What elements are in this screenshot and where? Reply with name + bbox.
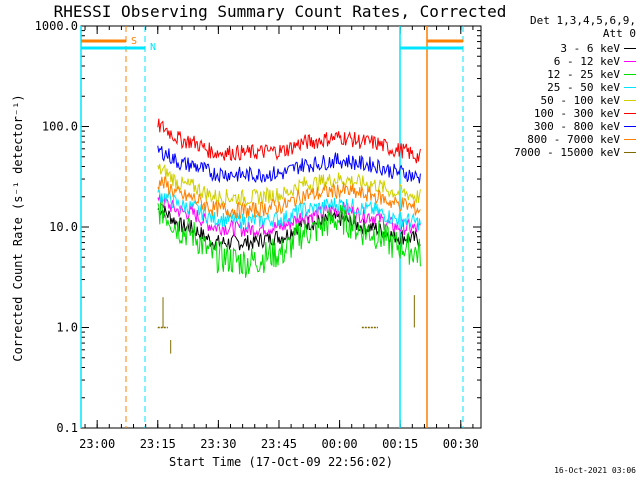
series-25-50-kev	[157, 187, 421, 231]
x-tick-label: 23:15	[140, 437, 176, 451]
legend: 3 - 6 keV 6 - 12 keV 12 - 25 keV 25 - 50…	[486, 42, 636, 159]
x-tick-label: 00:15	[382, 437, 418, 451]
legend-swatch	[624, 87, 636, 88]
y-tick-label: 1.0	[56, 321, 78, 335]
legend-header-line-2: Att 0	[602, 27, 636, 40]
legend-label: 800 - 7000 keV	[527, 133, 620, 146]
legend-label: 7000 - 15000 keV	[514, 146, 620, 159]
x-tick-label: 00:30	[443, 437, 479, 451]
series-layer	[157, 118, 421, 354]
legend-header: Det 1,3,4,5,6,9, Att 0	[500, 14, 636, 40]
legend-swatch	[624, 48, 636, 49]
legend-swatch	[624, 100, 636, 101]
y-axis: 1000.0 100.0 10.0 1.0 0.1	[35, 19, 481, 435]
x-tick-label: 23:45	[261, 437, 297, 451]
legend-label: 100 - 300 keV	[533, 107, 620, 120]
attenuator-markers	[80, 26, 464, 428]
legend-label: 25 - 50 keV	[547, 81, 620, 94]
data-line	[157, 118, 421, 164]
data-line	[157, 145, 421, 184]
legend-label: 6 - 12 keV	[553, 55, 620, 68]
series-12-25-kev	[157, 194, 421, 278]
chart-title: RHESSI Observing Summary Count Rates, Co…	[54, 2, 507, 21]
legend-entry: 50 - 100 keV	[486, 94, 636, 107]
x-axis: 23:00 23:15 23:30 23:45 00:00 00:15 00:30	[79, 26, 479, 451]
x-tick-label: 23:00	[79, 437, 115, 451]
legend-swatch	[624, 139, 636, 140]
legend-entry: 100 - 300 keV	[486, 107, 636, 120]
y-tick-label: 1000.0	[35, 19, 78, 33]
series-300-800-kev	[157, 145, 421, 184]
x-tick-label: 23:30	[200, 437, 236, 451]
legend-swatch	[624, 113, 636, 114]
legend-entry: 12 - 25 keV	[486, 68, 636, 81]
y-tick-label: 0.1	[56, 421, 78, 435]
legend-entry: 300 - 800 keV	[486, 120, 636, 133]
series-50-100-kev	[157, 163, 421, 207]
series-100-300-kev	[157, 118, 421, 164]
legend-entry: 7000 - 15000 keV	[486, 146, 636, 159]
legend-header-line-1: Det 1,3,4,5,6,9,	[530, 14, 636, 27]
x-tick-label: 00:00	[322, 437, 358, 451]
legend-entry: 800 - 7000 keV	[486, 133, 636, 146]
x-axis-label: Start Time (17-Oct-09 22:56:02)	[169, 455, 393, 469]
date-stamp: 16-Oct-2021 03:06	[554, 466, 636, 475]
series-6-12-kev	[157, 193, 421, 238]
series-800-7000-kev	[157, 176, 421, 219]
data-line	[157, 187, 421, 231]
legend-swatch	[624, 152, 636, 153]
y-tick-label: 100.0	[42, 120, 78, 134]
legend-label: 50 - 100 keV	[540, 94, 620, 107]
y-axis-label: Corrected Count Rate (s⁻¹ detector⁻¹)	[11, 94, 25, 361]
legend-entry: 3 - 6 keV	[486, 42, 636, 55]
legend-label: 300 - 800 keV	[533, 120, 620, 133]
plot-frame	[80, 25, 482, 429]
legend-label: 3 - 6 keV	[560, 42, 620, 55]
legend-swatch	[624, 126, 636, 127]
annotation-n: N	[150, 42, 156, 53]
legend-label: 12 - 25 keV	[547, 68, 620, 81]
legend-entry: 6 - 12 keV	[486, 55, 636, 68]
legend-swatch	[624, 61, 636, 62]
y-tick-label: 10.0	[49, 220, 78, 234]
legend-swatch	[624, 74, 636, 75]
plot-area	[80, 25, 482, 429]
data-line	[157, 193, 421, 238]
annotation-s: S	[131, 36, 137, 47]
data-line	[157, 176, 421, 219]
data-line	[157, 163, 421, 207]
legend-entry: 25 - 50 keV	[486, 81, 636, 94]
series-7000-15000-kev	[157, 295, 415, 354]
data-line	[157, 194, 421, 278]
